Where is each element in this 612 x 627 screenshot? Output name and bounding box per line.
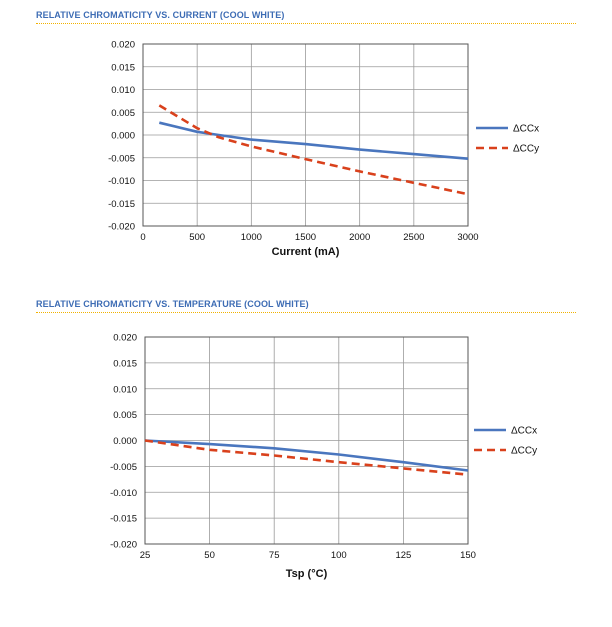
chart-1-y-tick-label: 0.020 (111, 40, 135, 51)
chart-2-x-tick-label: 100 (331, 550, 347, 561)
chart-1-x-tick-label: 2000 (349, 232, 370, 243)
chart-1-x-tick-label: 3000 (457, 232, 478, 243)
chart-2-y-tick-label: -0.020 (110, 540, 137, 551)
chart-2-legend-label-dccx: ΔCCx (511, 426, 537, 437)
chart-2-x-axis-title: Tsp (°C) (286, 568, 328, 580)
chart-2-y-tick-label: -0.015 (110, 514, 137, 525)
chart-1-y-tick-label: 0.015 (111, 62, 135, 73)
chart-2-x-tick-label: 125 (395, 550, 411, 561)
chart-1-y-tick-label: 0.010 (111, 85, 135, 96)
chart-2-title: RELATIVE CHROMATICITY VS. TEMPERATURE (C… (36, 299, 309, 309)
chart-1-x-tick-label: 0 (140, 232, 145, 243)
chart-2-y-tick-label: 0.020 (113, 333, 137, 344)
chart-2-y-tick-label: 0.005 (113, 410, 137, 421)
chart-1-series-line-dccx (158, 121, 469, 160)
chart-2-y-tick-label: -0.005 (110, 462, 137, 473)
chart-2-y-tick-label: 0.010 (113, 384, 137, 395)
chart-2-x-tick-label: 75 (269, 550, 280, 561)
chart-1-x-tick-label: 1500 (295, 232, 316, 243)
chart-1-y-tick-label: 0.005 (111, 108, 135, 119)
chart-2-y-tick-label: 0.015 (113, 358, 137, 369)
chart-1-y-tick-label: -0.020 (108, 222, 135, 233)
chart-2-x-tick-label: 25 (140, 550, 151, 561)
chart-2-series-line-dccx (144, 439, 469, 472)
chart-1-x-tick-label: 1000 (241, 232, 262, 243)
chart-2-x-tick-label: 150 (460, 550, 476, 561)
chart-1-plot-frame (142, 43, 469, 227)
chart-1-y-tick-label: -0.010 (108, 176, 135, 187)
chart-2-series-line-dccy (144, 439, 469, 476)
chart-1-y-tick-label: -0.015 (108, 199, 135, 210)
chart-1-legend-label-dccx: ΔCCx (513, 124, 539, 135)
chart-1-x-tick-label: 2500 (403, 232, 424, 243)
chart-2-legend-label-dccy: ΔCCy (511, 446, 537, 457)
chart-1-x-axis-title: Current (mA) (272, 246, 340, 258)
chart-1-y-tick-label: 0.000 (111, 131, 135, 142)
chart-1-title: RELATIVE CHROMATICITY VS. CURRENT (COOL … (36, 10, 285, 20)
chart-1-x-tick-label: 500 (189, 232, 205, 243)
chart-2-x-tick-label: 50 (204, 550, 215, 561)
chart-1-legend-label-dccy: ΔCCy (513, 144, 539, 155)
chart-2-y-tick-label: 0.000 (113, 436, 137, 447)
chart-2-y-tick-label: -0.010 (110, 488, 137, 499)
chart-1-y-tick-label: -0.005 (108, 153, 135, 164)
chart-2-title-rule (36, 312, 576, 313)
chart-1-title-rule (36, 23, 576, 24)
